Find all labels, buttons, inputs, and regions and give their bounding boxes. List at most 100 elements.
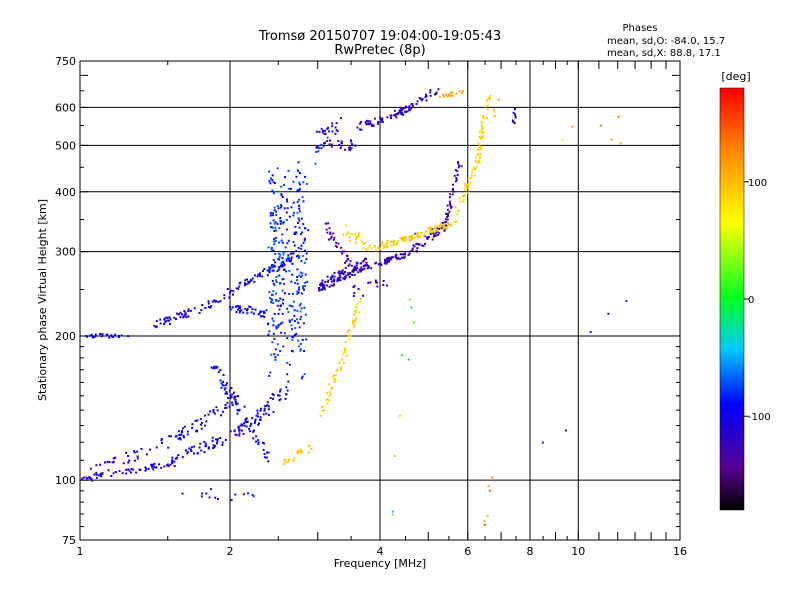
data-point (179, 438, 182, 441)
data-point (451, 94, 454, 97)
data-point (252, 437, 255, 440)
data-point (370, 123, 373, 126)
data-point (274, 221, 277, 224)
data-point (296, 451, 299, 454)
x-tick-label: 6 (464, 545, 471, 558)
data-point (235, 287, 238, 290)
data-point (244, 418, 247, 421)
data-point (286, 207, 289, 210)
data-point (349, 271, 352, 274)
data-point (399, 253, 402, 256)
data-point (285, 386, 288, 389)
data-point (479, 131, 482, 134)
data-point (285, 258, 288, 261)
data-point (207, 306, 210, 308)
data-point (255, 435, 258, 438)
data-point (447, 221, 449, 224)
data-point (136, 457, 139, 460)
data-point (292, 180, 295, 183)
data-point (281, 265, 284, 268)
data-point (480, 145, 483, 148)
data-point (448, 196, 451, 199)
data-point (262, 448, 265, 451)
data-point (449, 193, 452, 196)
data-point (296, 279, 299, 282)
data-point (465, 183, 468, 185)
data-point (395, 116, 398, 119)
data-point (451, 91, 454, 94)
data-point (222, 380, 224, 383)
data-point (327, 126, 330, 129)
data-point (400, 107, 403, 110)
data-point (111, 461, 114, 464)
data-point (263, 456, 266, 459)
data-point (266, 274, 269, 277)
data-point (467, 177, 470, 180)
data-point (237, 287, 240, 290)
data-point (174, 435, 177, 438)
data-point (329, 237, 332, 240)
data-point (320, 283, 323, 286)
data-point (283, 292, 286, 295)
data-point (362, 243, 365, 246)
data-point (335, 370, 338, 373)
data-point (262, 413, 265, 416)
data-point (299, 318, 302, 321)
data-point (345, 233, 348, 236)
data-point (304, 273, 307, 276)
data-point (365, 119, 368, 122)
data-point (265, 456, 268, 459)
data-point (280, 261, 283, 264)
data-point (297, 221, 299, 224)
data-point (409, 238, 412, 241)
data-point (170, 435, 173, 438)
data-point (215, 438, 217, 441)
data-point (233, 396, 236, 399)
data-point (294, 225, 297, 228)
data-point (290, 256, 293, 259)
data-point (101, 334, 104, 337)
data-point (125, 472, 128, 475)
data-point (514, 113, 516, 116)
data-point (324, 129, 326, 132)
data-point (370, 267, 373, 270)
data-point (280, 205, 283, 208)
data-point (429, 231, 432, 234)
data-point (254, 420, 256, 423)
data-point (360, 298, 363, 301)
data-point (541, 441, 544, 444)
data-point (318, 130, 321, 133)
data-point (276, 167, 279, 170)
data-point (482, 131, 485, 134)
data-point (154, 466, 157, 469)
data-point (259, 416, 262, 419)
data-point (275, 292, 278, 295)
data-point (283, 183, 285, 186)
data-point (395, 256, 397, 259)
data-point (347, 334, 350, 337)
data-point (268, 330, 271, 333)
data-point (280, 264, 283, 267)
data-point (234, 433, 237, 436)
data-point (273, 206, 276, 209)
data-point (191, 426, 194, 429)
data-point (347, 273, 350, 276)
data-point (293, 309, 296, 312)
data-point (331, 125, 334, 128)
data-point (399, 237, 402, 240)
data-point (393, 109, 396, 112)
data-point (277, 312, 280, 315)
data-point (279, 298, 282, 300)
data-point (352, 286, 355, 288)
data-point (181, 313, 183, 316)
data-point (250, 311, 253, 314)
data-point (446, 95, 449, 98)
data-point (245, 417, 248, 420)
data-point (340, 142, 343, 144)
data-point (240, 309, 243, 312)
data-point (401, 112, 403, 115)
data-point (319, 282, 322, 285)
data-point (280, 220, 283, 223)
data-point (268, 180, 271, 183)
data-point (402, 237, 405, 240)
